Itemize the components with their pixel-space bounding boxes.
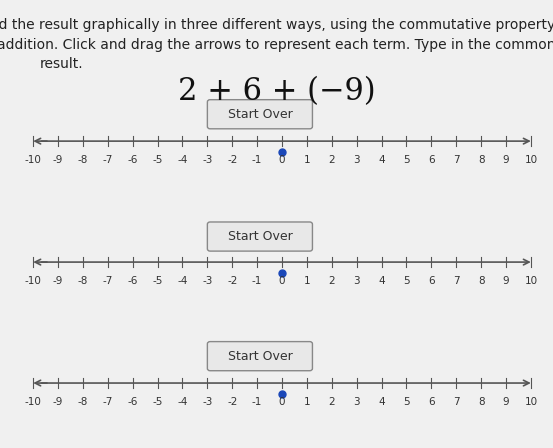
Text: 8: 8 bbox=[478, 397, 484, 407]
Text: 1: 1 bbox=[304, 276, 310, 286]
Text: -2: -2 bbox=[227, 155, 237, 165]
Text: -3: -3 bbox=[202, 155, 212, 165]
Text: 5: 5 bbox=[403, 155, 410, 165]
Text: 7: 7 bbox=[453, 155, 460, 165]
Text: 8: 8 bbox=[478, 276, 484, 286]
Text: -4: -4 bbox=[178, 155, 187, 165]
Text: 3: 3 bbox=[353, 155, 360, 165]
Text: 0: 0 bbox=[279, 276, 285, 286]
Text: -7: -7 bbox=[103, 397, 113, 407]
Text: 6: 6 bbox=[428, 155, 435, 165]
Text: -8: -8 bbox=[78, 276, 88, 286]
FancyBboxPatch shape bbox=[207, 222, 312, 251]
Text: -4: -4 bbox=[178, 276, 187, 286]
Text: 9: 9 bbox=[503, 276, 509, 286]
Text: -5: -5 bbox=[153, 276, 163, 286]
Text: 5: 5 bbox=[403, 276, 410, 286]
Text: 4: 4 bbox=[378, 397, 385, 407]
Text: 8: 8 bbox=[478, 155, 484, 165]
Text: 4: 4 bbox=[378, 276, 385, 286]
Text: 4: 4 bbox=[378, 155, 385, 165]
Text: 6: 6 bbox=[428, 276, 435, 286]
Text: -8: -8 bbox=[78, 155, 88, 165]
Text: -9: -9 bbox=[53, 155, 63, 165]
Text: -4: -4 bbox=[178, 397, 187, 407]
Text: -7: -7 bbox=[103, 155, 113, 165]
Text: Start Over: Start Over bbox=[227, 230, 293, 243]
Text: -5: -5 bbox=[153, 397, 163, 407]
Text: Start Over: Start Over bbox=[227, 349, 293, 363]
Text: -7: -7 bbox=[103, 276, 113, 286]
FancyBboxPatch shape bbox=[207, 341, 312, 371]
Text: -6: -6 bbox=[128, 155, 138, 165]
Text: 10: 10 bbox=[524, 276, 538, 286]
Text: -9: -9 bbox=[53, 397, 63, 407]
Text: -8: -8 bbox=[78, 397, 88, 407]
Text: -6: -6 bbox=[128, 276, 138, 286]
Text: -3: -3 bbox=[202, 276, 212, 286]
Text: -1: -1 bbox=[252, 397, 262, 407]
Text: 2 + 6 + (−9): 2 + 6 + (−9) bbox=[178, 76, 375, 107]
Text: 7: 7 bbox=[453, 276, 460, 286]
Text: Start Over: Start Over bbox=[227, 108, 293, 121]
Text: 9: 9 bbox=[503, 155, 509, 165]
Text: 0: 0 bbox=[279, 155, 285, 165]
Text: addition. Click and drag the arrows to represent each term. Type in the common: addition. Click and drag the arrows to r… bbox=[0, 38, 553, 52]
FancyBboxPatch shape bbox=[207, 99, 312, 129]
Text: 1: 1 bbox=[304, 397, 310, 407]
Text: 0: 0 bbox=[279, 397, 285, 407]
Text: -10: -10 bbox=[25, 397, 41, 407]
Text: -3: -3 bbox=[202, 397, 212, 407]
Text: -10: -10 bbox=[25, 276, 41, 286]
Text: 6: 6 bbox=[428, 397, 435, 407]
Text: 3: 3 bbox=[353, 276, 360, 286]
Text: 2: 2 bbox=[328, 397, 335, 407]
Text: 2: 2 bbox=[328, 155, 335, 165]
Text: Find the result graphically in three different ways, using the commutative prope: Find the result graphically in three dif… bbox=[0, 18, 553, 32]
Text: -2: -2 bbox=[227, 276, 237, 286]
Text: -1: -1 bbox=[252, 276, 262, 286]
Text: 1: 1 bbox=[304, 155, 310, 165]
Text: 3: 3 bbox=[353, 397, 360, 407]
Text: -9: -9 bbox=[53, 276, 63, 286]
Text: result.: result. bbox=[40, 57, 84, 71]
Text: 9: 9 bbox=[503, 397, 509, 407]
Text: -1: -1 bbox=[252, 155, 262, 165]
Text: -2: -2 bbox=[227, 397, 237, 407]
Text: -5: -5 bbox=[153, 155, 163, 165]
Text: 2: 2 bbox=[328, 276, 335, 286]
Text: 7: 7 bbox=[453, 397, 460, 407]
Text: -6: -6 bbox=[128, 397, 138, 407]
Text: -10: -10 bbox=[25, 155, 41, 165]
Text: 10: 10 bbox=[524, 397, 538, 407]
Text: 5: 5 bbox=[403, 397, 410, 407]
Text: 10: 10 bbox=[524, 155, 538, 165]
